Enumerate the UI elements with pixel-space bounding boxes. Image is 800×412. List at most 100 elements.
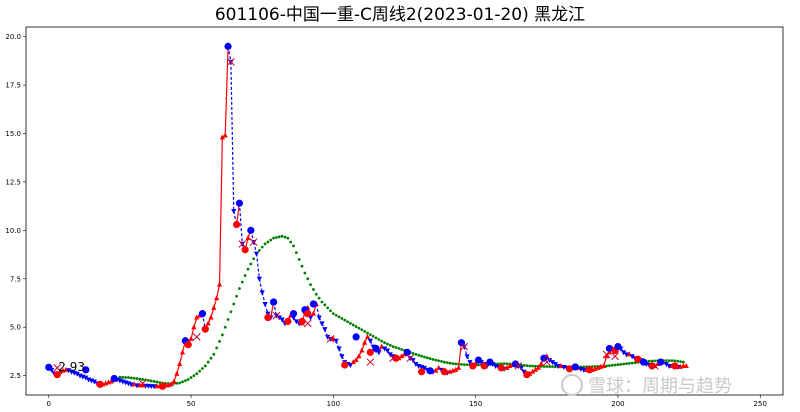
ma-point bbox=[183, 379, 187, 383]
price-point-down bbox=[467, 360, 473, 366]
ma-point bbox=[505, 362, 509, 366]
y-tick-label: 7.5 bbox=[10, 275, 21, 283]
ma-point bbox=[312, 288, 315, 291]
price-segment-up bbox=[457, 342, 463, 368]
ma-point bbox=[337, 315, 341, 319]
ma-point bbox=[534, 364, 537, 368]
cross-marker bbox=[53, 364, 62, 372]
ma-point bbox=[309, 283, 312, 286]
ma-point bbox=[127, 376, 130, 379]
ma-point bbox=[608, 364, 611, 368]
ma-point bbox=[622, 362, 626, 366]
cross-stroke bbox=[238, 240, 247, 248]
price-point-down bbox=[623, 352, 630, 358]
ma-point bbox=[226, 318, 230, 321]
ma-point bbox=[414, 352, 418, 356]
price-point-up bbox=[356, 353, 362, 359]
ma-point bbox=[314, 292, 318, 296]
price-point-down bbox=[381, 346, 388, 352]
ma-point bbox=[349, 321, 352, 325]
low-marker bbox=[634, 355, 642, 363]
price-point-up bbox=[433, 367, 439, 373]
price-point-down bbox=[666, 363, 672, 369]
ma-point bbox=[368, 333, 372, 337]
price-point-up bbox=[174, 370, 180, 376]
cross-stroke bbox=[53, 364, 62, 372]
ma-point bbox=[625, 362, 628, 366]
ma-point bbox=[220, 333, 224, 337]
ma-point bbox=[329, 309, 332, 313]
cross-stroke bbox=[460, 342, 469, 351]
ma-point bbox=[331, 312, 335, 316]
ma-point bbox=[616, 363, 620, 367]
ma-point bbox=[138, 377, 142, 381]
cross-marker bbox=[238, 240, 247, 248]
price-point-up bbox=[399, 353, 405, 359]
price-segment-down bbox=[258, 278, 263, 293]
price-point-up bbox=[603, 353, 610, 359]
low-marker bbox=[366, 348, 374, 356]
price-point-up bbox=[359, 347, 365, 353]
high-marker bbox=[457, 339, 466, 347]
cross-stroke bbox=[389, 354, 397, 363]
ma-point bbox=[334, 313, 338, 317]
cross-stroke bbox=[514, 362, 523, 370]
y-tick-label: 17.5 bbox=[5, 82, 21, 90]
x-tick-label: 0 bbox=[47, 400, 51, 408]
price-point-down bbox=[547, 358, 553, 364]
ma-point bbox=[462, 363, 466, 366]
high-marker bbox=[403, 348, 411, 356]
ma-point bbox=[630, 361, 634, 365]
price-point-up bbox=[188, 335, 194, 341]
ma-point bbox=[249, 262, 253, 266]
price-point-up bbox=[222, 132, 228, 138]
cross-stroke bbox=[326, 334, 335, 343]
high-marker bbox=[657, 358, 665, 366]
ma-point bbox=[235, 294, 238, 298]
ma-point bbox=[300, 264, 304, 268]
high-marker bbox=[605, 344, 614, 353]
price-point-down bbox=[91, 379, 97, 385]
y-tick-label: 20.0 bbox=[5, 33, 21, 41]
price-point-down bbox=[347, 362, 354, 368]
ma-point bbox=[320, 300, 324, 304]
price-point-down bbox=[549, 360, 556, 366]
ma-point bbox=[374, 336, 378, 340]
ma-point bbox=[673, 359, 677, 363]
ma-point bbox=[260, 245, 264, 249]
low-marker bbox=[232, 220, 241, 229]
price-point-down bbox=[413, 362, 419, 368]
cross-stroke bbox=[272, 311, 281, 320]
ma-point bbox=[215, 346, 219, 350]
annotation-price: 2.93 bbox=[58, 360, 85, 374]
price-point-up bbox=[455, 364, 462, 370]
low-marker bbox=[523, 371, 531, 379]
price-point-up bbox=[168, 381, 174, 387]
low-marker bbox=[565, 365, 574, 373]
price-point-up bbox=[350, 359, 356, 365]
ma-point bbox=[400, 348, 404, 351]
price-point-down bbox=[128, 382, 134, 388]
price-point-down bbox=[231, 209, 237, 214]
ma-point bbox=[428, 357, 432, 360]
low-marker bbox=[480, 362, 488, 370]
ma-point bbox=[442, 360, 446, 364]
price-point-down bbox=[464, 354, 470, 360]
cross-marker bbox=[406, 354, 415, 363]
cross-marker bbox=[389, 354, 397, 363]
high-marker bbox=[309, 300, 318, 308]
price-segment-down bbox=[315, 303, 320, 318]
ma-point bbox=[676, 359, 680, 363]
ma-point bbox=[605, 364, 608, 368]
ma-point bbox=[129, 376, 133, 380]
chart-title: 601106-中国一重-C周线2(2023-01-20) 黑龙江 bbox=[215, 5, 585, 25]
price-point-up bbox=[108, 378, 114, 384]
ma-point bbox=[445, 361, 449, 364]
low-marker bbox=[284, 317, 292, 325]
ma-point bbox=[528, 364, 532, 368]
price-point-up bbox=[171, 378, 177, 384]
price-segment-up bbox=[216, 284, 221, 299]
price-point-down bbox=[336, 346, 342, 352]
high-marker bbox=[82, 366, 90, 374]
ma-point bbox=[545, 365, 549, 368]
